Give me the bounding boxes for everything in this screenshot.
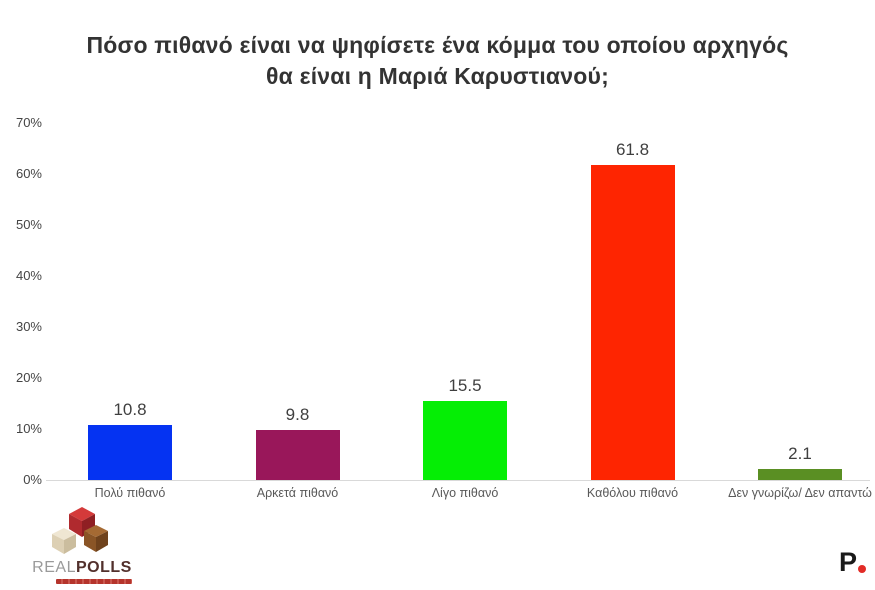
- y-axis-tick-label: 60%: [15, 166, 42, 181]
- y-axis-tick-label: 30%: [15, 319, 42, 334]
- realpolls-word-real: REAL: [32, 559, 76, 576]
- protothema-letter: P: [838, 547, 857, 577]
- bar-2: [423, 400, 507, 480]
- protothema-logo: P: [839, 549, 866, 576]
- realpolls-tagline-strip: [56, 579, 132, 584]
- bar-value-label: 61.8: [615, 139, 650, 159]
- bar-category-label: Πολύ πιθανό: [94, 486, 166, 500]
- chart-title-line2: θα είναι η Μαριά Καρυστιανού;: [266, 63, 609, 89]
- bar-value-label: 15.5: [448, 375, 482, 395]
- realpolls-wordmark: REALPOLLS: [22, 559, 142, 577]
- chart-title-line1: Πόσο πιθανό είναι να ψηφίσετε ένα κόμμα …: [86, 32, 789, 58]
- realpolls-cubes-icon: [52, 507, 108, 554]
- x-axis-baseline: [46, 480, 870, 481]
- y-axis-tick-label: 50%: [15, 217, 42, 232]
- bar-category-label: Καθόλου πιθανό: [586, 486, 679, 500]
- y-axis-tick-label: 70%: [15, 115, 42, 130]
- bar-4: [758, 469, 842, 480]
- bar-0: [88, 424, 172, 480]
- y-axis-tick-label: 40%: [15, 268, 42, 283]
- bar-value-label: 10.8: [113, 399, 147, 419]
- y-axis-tick-label: 10%: [15, 421, 42, 436]
- bar-category-label: Λίγο πιθανό: [431, 486, 499, 500]
- bar-value-label: 9.8: [285, 405, 310, 425]
- realpolls-word-polls: POLLS: [75, 559, 132, 576]
- y-axis-tick-label: 0%: [23, 472, 42, 487]
- bar-category-label: Αρκετά πιθανό: [256, 486, 339, 500]
- bar-category-label: Δεν γνωρίζω/ Δεν απαντώ: [728, 486, 872, 500]
- red-dot-icon: [858, 565, 866, 573]
- bar-1: [255, 430, 340, 480]
- bar-3: [590, 164, 675, 480]
- realpolls-logo: REALPOLLS: [22, 506, 142, 584]
- chart-title: Πόσο πιθανό είναι να ψηφίσετε ένα κόμμα …: [60, 30, 815, 92]
- y-axis-tick-label: 20%: [15, 370, 42, 385]
- bar-value-label: 2.1: [788, 444, 812, 464]
